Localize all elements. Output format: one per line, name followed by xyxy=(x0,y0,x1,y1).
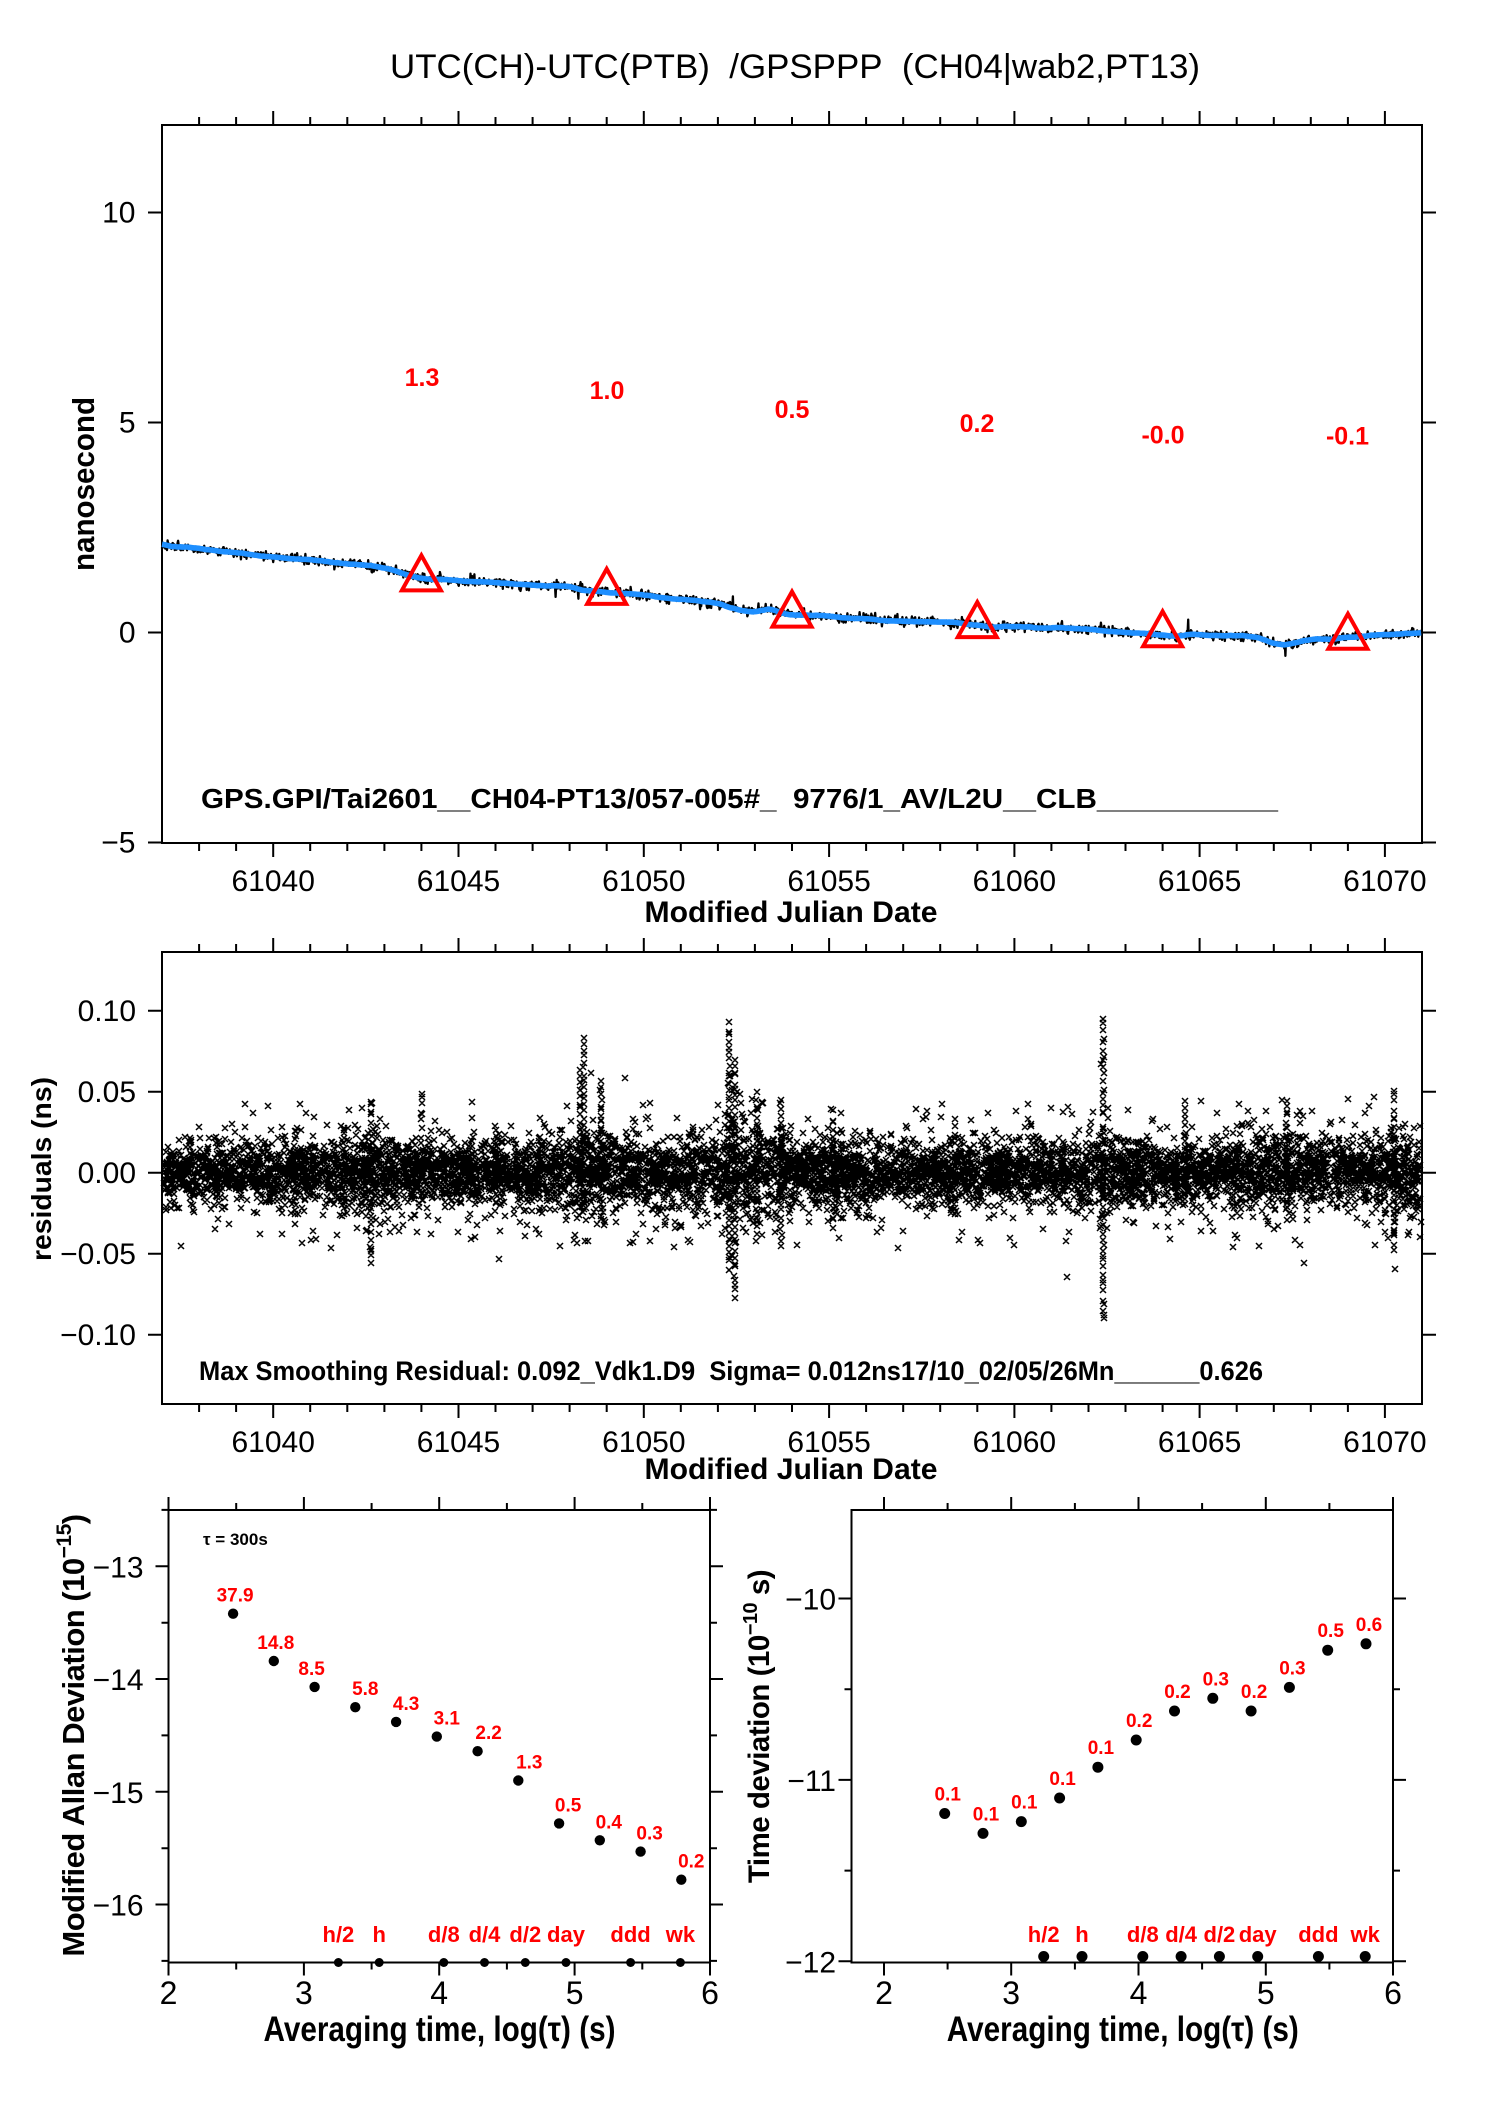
svg-text:Max Smoothing Residual: 0.092_: Max Smoothing Residual: 0.092_Vdk1.D9 Si… xyxy=(199,1356,1263,1386)
svg-text:0.2: 0.2 xyxy=(1126,1711,1152,1732)
svg-text:2: 2 xyxy=(875,1975,893,2011)
svg-text:−14: −14 xyxy=(93,1664,144,1697)
svg-text:61050: 61050 xyxy=(602,1426,685,1459)
svg-text:37.9: 37.9 xyxy=(217,1586,254,1607)
svg-text:0.00: 0.00 xyxy=(78,1157,136,1190)
svg-text:1.0: 1.0 xyxy=(590,377,625,405)
svg-text:Modified Julian Date: Modified Julian Date xyxy=(645,1453,938,1486)
svg-text:0.3: 0.3 xyxy=(636,1824,662,1845)
svg-text:61055: 61055 xyxy=(787,1426,870,1459)
svg-text:-0.0: -0.0 xyxy=(1141,422,1184,450)
svg-text:5: 5 xyxy=(566,1975,584,2011)
svg-text:residuals (ns): residuals (ns) xyxy=(26,1077,57,1261)
svg-text:0.1: 0.1 xyxy=(1011,1793,1038,1814)
svg-text:wk: wk xyxy=(665,1922,696,1947)
svg-text:−0.05: −0.05 xyxy=(60,1238,136,1271)
svg-text:0: 0 xyxy=(119,617,136,650)
svg-text:Averaging time, log(τ) (s): Averaging time, log(τ) (s) xyxy=(264,2010,616,2049)
svg-text:5: 5 xyxy=(1257,1975,1275,2011)
svg-text:1.3: 1.3 xyxy=(405,364,440,392)
svg-text:d/8: d/8 xyxy=(428,1922,460,1947)
svg-text:61065: 61065 xyxy=(1158,865,1241,898)
svg-text:61045: 61045 xyxy=(417,865,500,898)
svg-text:h: h xyxy=(372,1922,385,1947)
svg-text:d/8: d/8 xyxy=(1127,1922,1159,1947)
svg-text:0.1: 0.1 xyxy=(1088,1738,1115,1759)
svg-text:61070: 61070 xyxy=(1343,1426,1426,1459)
svg-text:Averaging time, log(τ) (s): Averaging time, log(τ) (s) xyxy=(947,2010,1299,2049)
svg-text:−13: −13 xyxy=(93,1551,144,1584)
svg-text:0.3: 0.3 xyxy=(1203,1669,1229,1690)
svg-text:τ = 300s: τ = 300s xyxy=(203,1530,268,1549)
svg-text:0.2: 0.2 xyxy=(678,1852,704,1873)
svg-text:0.2: 0.2 xyxy=(1164,1682,1190,1703)
svg-text:0.5: 0.5 xyxy=(775,396,810,424)
svg-text:4: 4 xyxy=(1130,1975,1148,2011)
svg-text:61050: 61050 xyxy=(602,865,685,898)
svg-text:5: 5 xyxy=(119,407,136,440)
svg-text:UTC(CH)-UTC(PTB) /GPSPPP (CH: UTC(CH)-UTC(PTB) /GPSPPP (CH04|wab2,PT13… xyxy=(390,48,1200,86)
svg-text:day: day xyxy=(1239,1922,1278,1947)
svg-text:−0.10: −0.10 xyxy=(60,1319,136,1352)
svg-text:2: 2 xyxy=(160,1975,178,2011)
svg-text:wk: wk xyxy=(1350,1922,1381,1947)
svg-text:0.05: 0.05 xyxy=(78,1076,136,1109)
svg-text:61055: 61055 xyxy=(787,865,870,898)
svg-text:14.8: 14.8 xyxy=(257,1633,294,1654)
svg-text:1.3: 1.3 xyxy=(516,1753,542,1774)
svg-text:6: 6 xyxy=(701,1975,719,2011)
svg-text:d/2: d/2 xyxy=(1204,1922,1236,1947)
svg-text:h/2: h/2 xyxy=(1028,1922,1060,1947)
svg-text:nanosecond: nanosecond xyxy=(66,397,101,571)
svg-text:ddd: ddd xyxy=(1298,1922,1338,1947)
svg-text:61040: 61040 xyxy=(231,1426,314,1459)
svg-text:61045: 61045 xyxy=(417,1426,500,1459)
svg-text:6: 6 xyxy=(1384,1975,1402,2011)
svg-text:0.2: 0.2 xyxy=(960,410,995,438)
svg-text:−11: −11 xyxy=(787,1765,836,1798)
svg-text:4.3: 4.3 xyxy=(393,1694,419,1715)
svg-text:0.1: 0.1 xyxy=(1049,1769,1076,1790)
svg-text:3: 3 xyxy=(295,1975,313,2011)
svg-text:d/4: d/4 xyxy=(1165,1922,1198,1947)
svg-text:−10: −10 xyxy=(785,1584,836,1617)
svg-text:day: day xyxy=(547,1922,586,1947)
svg-text:-0.1: -0.1 xyxy=(1326,423,1369,451)
svg-text:61040: 61040 xyxy=(231,865,314,898)
svg-text:5.8: 5.8 xyxy=(352,1679,378,1700)
svg-text:h: h xyxy=(1075,1922,1088,1947)
svg-text:−5: −5 xyxy=(101,827,135,860)
svg-text:0.1: 0.1 xyxy=(934,1785,961,1806)
svg-text:GPS.GPI/Tai2601__CH04-PT13/057: GPS.GPI/Tai2601__CH04-PT13/057-005#_ 977… xyxy=(201,783,1278,814)
svg-text:h/2: h/2 xyxy=(323,1922,355,1947)
svg-text:0.5: 0.5 xyxy=(555,1795,582,1816)
svg-text:0.1: 0.1 xyxy=(973,1804,1000,1825)
svg-text:−15: −15 xyxy=(93,1777,144,1810)
svg-text:10: 10 xyxy=(102,197,135,230)
svg-text:2.2: 2.2 xyxy=(475,1723,501,1744)
svg-text:0.2: 0.2 xyxy=(1241,1682,1267,1703)
svg-text:0.3: 0.3 xyxy=(1279,1658,1305,1679)
svg-text:0.6: 0.6 xyxy=(1356,1615,1382,1636)
svg-text:61060: 61060 xyxy=(973,1426,1056,1459)
svg-text:d/4: d/4 xyxy=(469,1922,502,1947)
svg-text:0.4: 0.4 xyxy=(596,1812,623,1833)
svg-text:3.1: 3.1 xyxy=(434,1709,461,1730)
svg-text:0.10: 0.10 xyxy=(78,995,136,1028)
svg-text:8.5: 8.5 xyxy=(298,1659,325,1680)
svg-text:61060: 61060 xyxy=(973,865,1056,898)
svg-text:0.5: 0.5 xyxy=(1317,1621,1344,1642)
svg-text:−12: −12 xyxy=(785,1946,836,1979)
svg-text:−16: −16 xyxy=(93,1890,144,1923)
svg-text:ddd: ddd xyxy=(610,1922,650,1947)
svg-text:61065: 61065 xyxy=(1158,1426,1241,1459)
svg-text:d/2: d/2 xyxy=(509,1922,541,1947)
svg-text:4: 4 xyxy=(430,1975,448,2011)
svg-text:Modified Julian Date: Modified Julian Date xyxy=(645,896,938,929)
svg-text:3: 3 xyxy=(1002,1975,1020,2011)
svg-text:Modified Allan Deviation (10−1: Modified Allan Deviation (10−15) xyxy=(53,1514,91,1956)
svg-text:61070: 61070 xyxy=(1343,865,1426,898)
